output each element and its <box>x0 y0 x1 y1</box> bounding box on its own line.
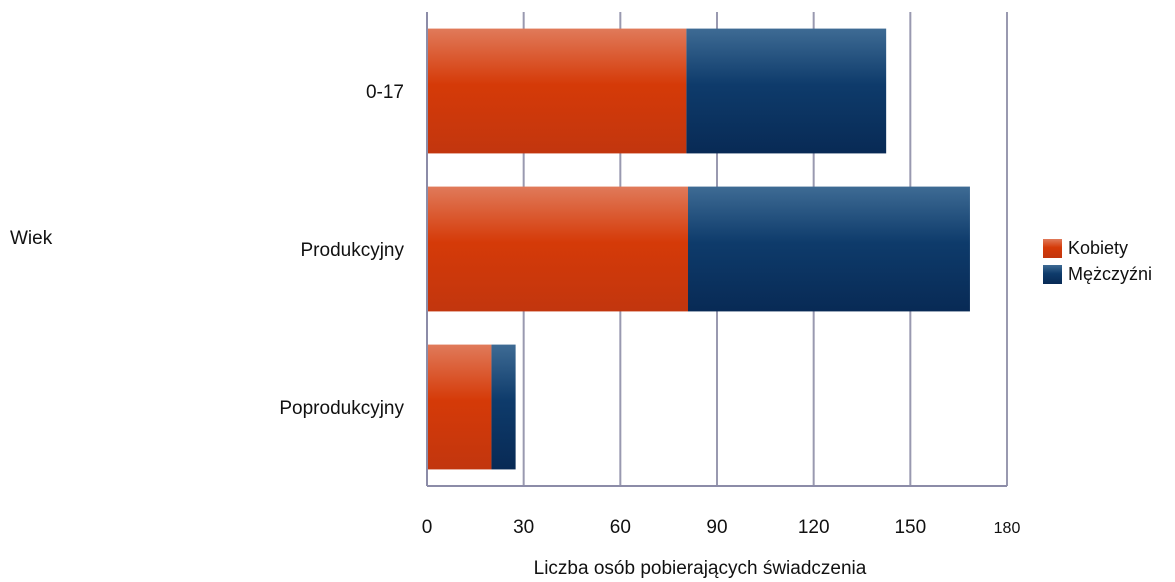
legend-swatch <box>1043 239 1062 258</box>
legend-swatch <box>1043 265 1062 284</box>
x-tick-label: 90 <box>706 517 727 538</box>
bar-mezczyzni-1 <box>688 186 970 312</box>
category-labels: 0-17 Produkcyjny Poprodukcyjny <box>279 82 404 419</box>
x-tick-label: 0 <box>422 517 433 538</box>
x-tick-label: 60 <box>610 517 631 538</box>
category-label: Produkcyjny <box>301 240 405 261</box>
bars <box>427 28 970 470</box>
x-axis-title: Liczba osób pobierających świadczenia <box>534 558 867 579</box>
bar-kobiety-0 <box>427 28 687 154</box>
legend-label: Kobiety <box>1068 238 1128 258</box>
x-tick-label: 150 <box>894 517 926 538</box>
bar-mezczyzni-2 <box>491 344 516 470</box>
x-tick-label: 30 <box>513 517 534 538</box>
legend-label: Mężczyźni <box>1068 264 1152 284</box>
category-label: 0-17 <box>366 82 404 103</box>
legend: Kobiety Mężczyźni <box>1043 238 1152 284</box>
y-axis <box>426 12 1007 487</box>
bar-kobiety-1 <box>427 186 688 312</box>
x-tick-label: 180 <box>994 520 1021 537</box>
category-label: Poprodukcyjny <box>279 398 404 419</box>
y-axis-title: Wiek <box>10 228 53 249</box>
x-axis-ticks: 0 30 60 90 120 150 180 <box>422 517 1021 538</box>
bar-kobiety-2 <box>427 344 492 470</box>
x-tick-label: 120 <box>798 517 830 538</box>
bar-mezczyzni-0 <box>686 28 887 154</box>
